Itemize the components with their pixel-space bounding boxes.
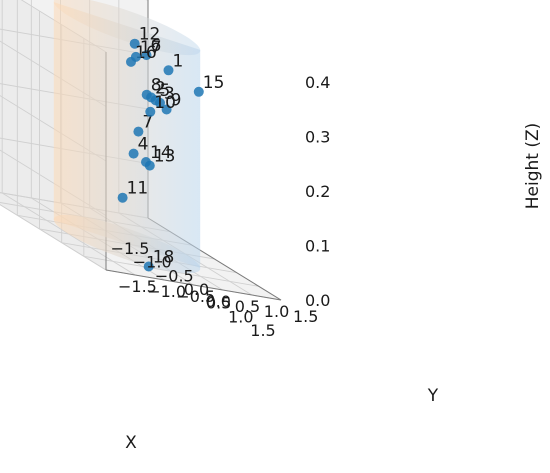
x-tick-label: 1.5 bbox=[250, 321, 275, 340]
data-point bbox=[163, 65, 174, 76]
data-point bbox=[129, 38, 140, 49]
tick-labels: −1.5−1.0−0.50.00.51.01.5−1.5−1.0−0.50.0 0… bbox=[111, 73, 331, 340]
point-label: 7 bbox=[142, 113, 153, 133]
point-label: 4 bbox=[138, 135, 149, 155]
grid-line bbox=[0, 204, 107, 271]
point-label: 1 bbox=[173, 51, 184, 71]
z-tick-label: 0.0 bbox=[305, 291, 330, 310]
z-tick-label: 0.2 bbox=[305, 182, 330, 201]
x-tick-label: −0.5 bbox=[155, 266, 194, 285]
z-axis-label: Height (Z) bbox=[523, 123, 543, 210]
point-label: 15 bbox=[203, 73, 225, 93]
data-point bbox=[130, 51, 141, 62]
data-point bbox=[150, 95, 161, 106]
grid-line bbox=[1, 192, 136, 276]
data-point bbox=[193, 86, 204, 97]
x-tick-label: −1.5 bbox=[111, 239, 150, 258]
data-point bbox=[161, 104, 172, 115]
point-label: 8 bbox=[151, 76, 162, 96]
data-point bbox=[141, 89, 152, 100]
point-label: 10 bbox=[154, 93, 176, 113]
data-point bbox=[133, 126, 144, 137]
axis-edge bbox=[105, 269, 282, 301]
x-axis-label: X bbox=[125, 433, 137, 453]
cylinder-side bbox=[53, 2, 201, 268]
x-tick-label: −1.0 bbox=[133, 253, 172, 272]
point-label: 14 bbox=[150, 143, 172, 163]
point-label: 12 bbox=[139, 25, 161, 45]
point-label: 5 bbox=[160, 81, 171, 101]
data-point bbox=[141, 157, 151, 167]
y-axis-label: Y bbox=[427, 386, 439, 406]
point-label: 11 bbox=[127, 179, 149, 199]
data-point bbox=[117, 192, 128, 203]
point-label: 6 bbox=[151, 36, 162, 56]
point-label: 2 bbox=[155, 78, 166, 98]
z-tick-label: 0.3 bbox=[305, 128, 330, 147]
y-tick-label: −1.5 bbox=[118, 277, 157, 296]
z-tick-label: 0.4 bbox=[305, 73, 330, 92]
z-tick-label: 0.1 bbox=[305, 237, 330, 256]
y-tick-label: −1.0 bbox=[147, 282, 186, 301]
y-tick-label: 0.0 bbox=[206, 292, 231, 311]
cylinder-top bbox=[53, 0, 201, 56]
y-tick-label: 1.5 bbox=[293, 307, 318, 326]
y-tick-label: 0.5 bbox=[235, 297, 260, 316]
point-label: 3 bbox=[164, 84, 175, 104]
x-tick-label: 1.0 bbox=[228, 307, 253, 326]
point-label: 13 bbox=[154, 147, 176, 167]
cylinder-surface bbox=[53, 0, 201, 274]
x-tick-label: 0.5 bbox=[206, 294, 231, 313]
data-point bbox=[145, 106, 156, 117]
x-tick-label: 0.0 bbox=[184, 280, 209, 299]
y-tick-label: −0.5 bbox=[176, 287, 215, 306]
point-label: 17 bbox=[140, 38, 162, 58]
data-point bbox=[141, 50, 152, 61]
point-label: 18 bbox=[153, 248, 175, 268]
point-label: 9 bbox=[171, 91, 182, 111]
data-point bbox=[128, 148, 139, 159]
data-point bbox=[143, 261, 154, 272]
y-tick-label: 1.0 bbox=[264, 302, 289, 321]
